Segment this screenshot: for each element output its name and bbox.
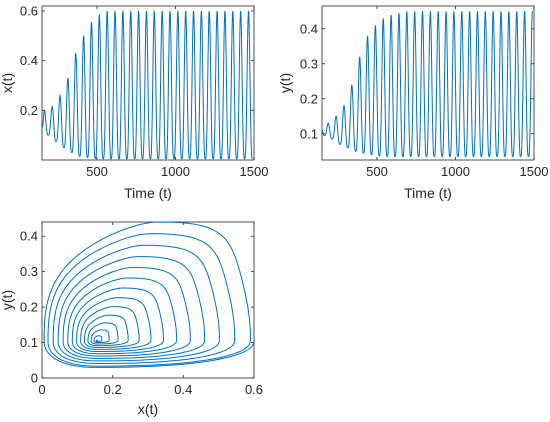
series-line: [41, 10, 253, 160]
y-axis-label: y(t): [277, 73, 293, 93]
x-tick-label: 500: [86, 164, 108, 179]
plot-frame: [41, 5, 255, 161]
y-tick-label: 0.4: [300, 21, 318, 36]
x-axis-label: Time (t): [124, 185, 172, 201]
y-tick-label: 0.4: [20, 53, 38, 68]
y-tick-label: 0.2: [20, 103, 38, 118]
x-axis-label: x(t): [138, 401, 158, 417]
y-tick-label: 0.2: [300, 91, 318, 106]
x-tick-label: 1500: [520, 164, 549, 179]
x-tick-label: 1000: [161, 164, 190, 179]
x-tick-label: 0: [38, 382, 45, 397]
phase-trajectory: [43, 221, 255, 368]
x-tick-label: 500: [366, 164, 388, 179]
y-tick-label: 0.3: [20, 264, 38, 279]
x-tick-label: 1500: [240, 164, 269, 179]
y-tick-label: 0.3: [300, 56, 318, 71]
y-tick-label: 0: [31, 371, 38, 386]
y-axis-label: y(t): [0, 290, 15, 310]
y-tick-label: 0.2: [20, 300, 38, 315]
plot-frame: [321, 5, 535, 161]
x-tick-label: 1000: [441, 164, 470, 179]
x-tick-label: 0.2: [104, 382, 122, 397]
y-tick-label: 0.6: [20, 3, 38, 18]
x-tick-label: 0.4: [174, 382, 192, 397]
y-axis-label: x(t): [0, 73, 15, 93]
y-tick-label: 0.1: [20, 335, 38, 350]
time-series-y-chart: 500 1000 1500 0.1 0.2 0.3 0.4 Time (t) y(t): [277, 5, 549, 201]
time-series-x-chart: 500 1000 1500 0.2 0.4 0.6 Time (t) x(t): [0, 3, 268, 201]
y-tick-label: 0.1: [300, 126, 318, 141]
x-axis-label: Time (t): [404, 185, 452, 201]
series-line: [321, 11, 533, 158]
phase-portrait-chart: 0 0.2 0.4 0.6 0 0.1 0.2 0.3 0.4 x(t) y(t): [0, 221, 263, 417]
y-tick-label: 0.4: [20, 229, 38, 244]
x-tick-label: 0.6: [245, 382, 263, 397]
plot-frame: [41, 221, 255, 379]
